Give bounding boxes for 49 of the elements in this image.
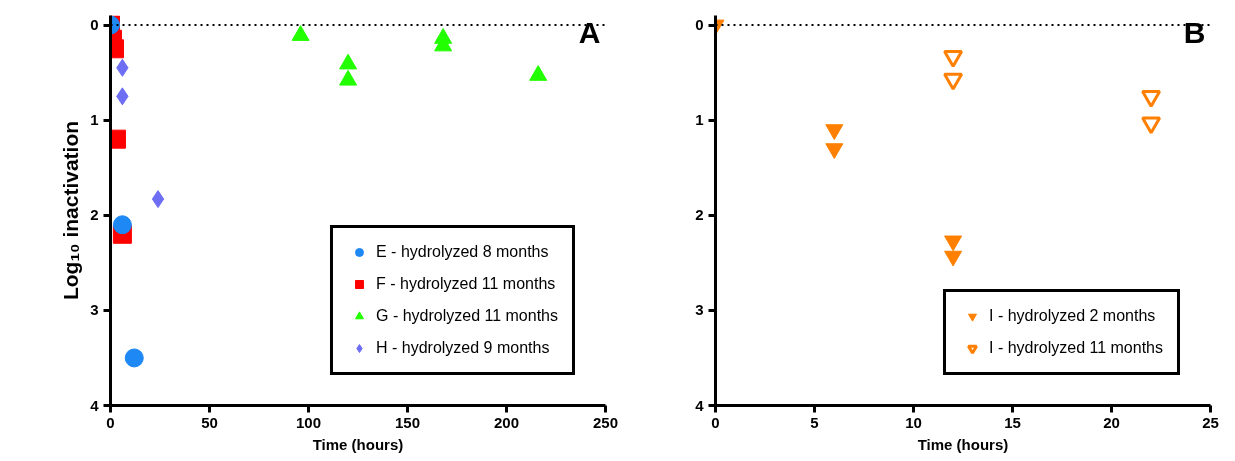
point bbox=[112, 215, 132, 235]
point bbox=[124, 348, 144, 368]
point bbox=[943, 72, 964, 91]
legend-label: I - hydrolyzed 11 months bbox=[988, 339, 1163, 357]
legend-label: E - hydrolyzed 8 months bbox=[375, 243, 549, 261]
point bbox=[943, 49, 964, 68]
point bbox=[529, 65, 548, 81]
y-tick-label: 4 bbox=[90, 396, 100, 414]
y-tick-label: 3 bbox=[90, 301, 99, 319]
x-axis-title: Time (hours) bbox=[312, 435, 404, 453]
point bbox=[1141, 89, 1162, 108]
x-tick-label: 0 bbox=[711, 413, 720, 431]
x-tick-label: 200 bbox=[493, 413, 520, 431]
y-tick-label: 0 bbox=[695, 16, 704, 34]
y-tick-label: 1 bbox=[90, 111, 99, 129]
x-tick-label: 10 bbox=[905, 413, 922, 431]
y-tick-label: 0 bbox=[90, 16, 99, 34]
point bbox=[291, 25, 310, 41]
point bbox=[825, 143, 844, 159]
point bbox=[825, 124, 844, 140]
x-tick-label: 50 bbox=[201, 413, 218, 431]
x-tick-label: 250 bbox=[592, 413, 619, 431]
y-tick-label: 2 bbox=[90, 206, 99, 224]
point bbox=[339, 69, 358, 86]
x-tick-label: 15 bbox=[1004, 413, 1021, 431]
point bbox=[339, 53, 358, 70]
legend-label: H - hydrolyzed 9 months bbox=[375, 339, 550, 357]
x-tick-label: 150 bbox=[394, 413, 421, 431]
annotation: A bbox=[578, 15, 601, 49]
x-tick-label: 0 bbox=[106, 413, 115, 431]
point bbox=[944, 235, 963, 252]
point bbox=[151, 190, 165, 209]
point bbox=[944, 250, 963, 267]
legend-label: G - hydrolyzed 11 months bbox=[375, 307, 558, 325]
y-tick-label: 1 bbox=[695, 111, 704, 129]
annotation: B bbox=[1183, 15, 1206, 49]
y-tick-label: 2 bbox=[695, 206, 704, 224]
y-tick-label: 3 bbox=[695, 301, 704, 319]
point bbox=[1141, 116, 1162, 135]
x-tick-label: 100 bbox=[295, 413, 322, 431]
y-axis-title: Log₁₀ inactivation bbox=[59, 120, 83, 301]
x-axis-title: Time (hours) bbox=[917, 435, 1009, 453]
legend-label: I - hydrolyzed 2 months bbox=[988, 307, 1156, 325]
x-tick-label: 20 bbox=[1103, 413, 1120, 431]
x-tick-label: 25 bbox=[1202, 413, 1219, 431]
y-tick-label: 4 bbox=[695, 396, 705, 414]
legend-label: F - hydrolyzed 11 months bbox=[375, 275, 556, 293]
x-tick-label: 5 bbox=[810, 413, 819, 431]
point bbox=[110, 129, 126, 149]
